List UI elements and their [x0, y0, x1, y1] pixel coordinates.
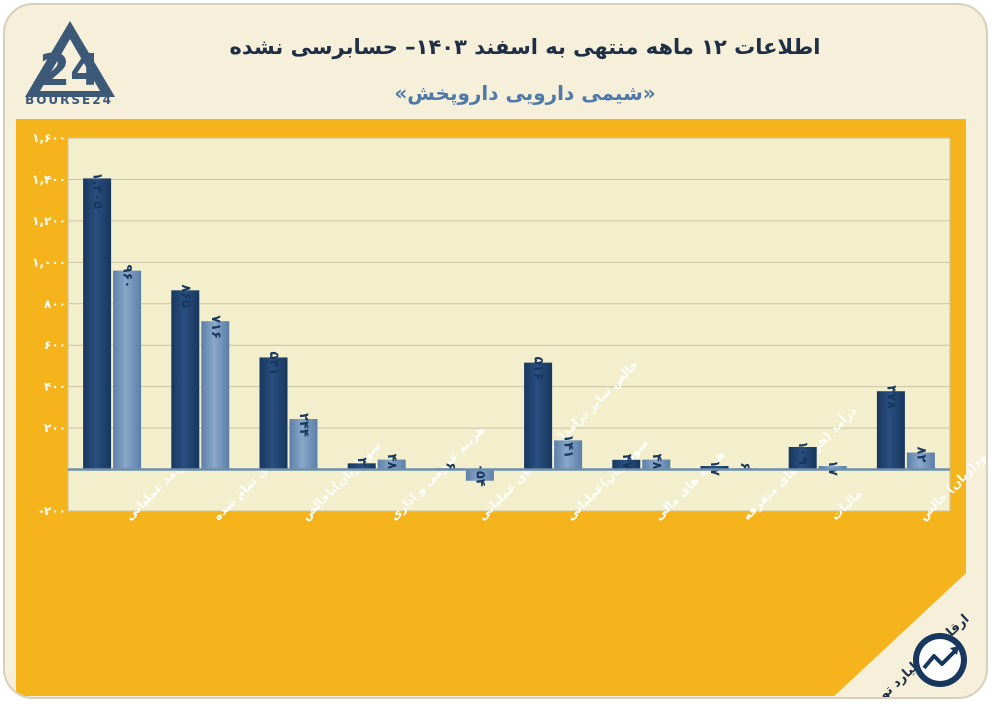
bourse24-logo-icon: 24	[25, 21, 115, 97]
data-label: ۱۷	[707, 460, 722, 476]
bar-series-1	[83, 178, 112, 470]
data-label: ۴۸	[649, 454, 664, 470]
bar-series-2	[818, 466, 847, 470]
y-tick-label: ۱,۰۰۰	[32, 255, 66, 269]
bar-series-2	[906, 452, 935, 470]
data-label: ۸۲	[913, 447, 928, 463]
bar-series-2	[201, 321, 230, 470]
data-label: ۴۷	[619, 454, 634, 470]
logo-text: BOURSE24	[25, 93, 113, 107]
growth-chart-icon	[913, 633, 967, 687]
bar-series-1	[259, 357, 288, 470]
bar-series-1	[788, 446, 817, 470]
logo-mark: 24	[39, 45, 100, 96]
plot-area	[67, 137, 951, 512]
units-note: ارقام به میلیارد تومان	[833, 560, 980, 697]
y-tick-label: ۲۰۰	[44, 421, 66, 435]
bar-series-2	[377, 459, 406, 470]
bar-series-1	[347, 463, 376, 470]
y-tick-label: ۴۰۰	[44, 380, 66, 394]
data-label: ۵۱۶	[531, 357, 546, 381]
data-label: ۱۴۱	[561, 434, 576, 458]
data-label: ۷۱۶	[208, 315, 223, 339]
bar-series-2	[289, 418, 318, 470]
y-tick-label: ۱,۶۰۰	[32, 131, 66, 145]
data-label: ۸۶۵	[178, 284, 193, 308]
data-label: ۲۴۴	[296, 413, 311, 437]
data-label: ۹۶۰	[120, 265, 135, 289]
data-label: ۵۴۱	[266, 351, 281, 375]
bar-series-1	[612, 459, 641, 470]
chart-title: اطلاعات ۱۲ ماهه منتهی به اسفند ۱۴۰۳– حسا…	[229, 35, 821, 59]
data-label: ۶	[737, 462, 752, 470]
y-tick-label: ۸۰۰	[44, 297, 66, 311]
data-label: ۴۸	[384, 454, 399, 470]
bar-chart: ۱,۶۰۰ ۱,۴۰۰ ۱,۲۰۰ ۱,۰۰۰ ۸۰۰ ۶۰۰ ۴۰۰ ۲۰۰ -۲۰۰ ۱,۴۰…	[32, 131, 986, 524]
y-tick-label: ۱,۲۰۰	[32, 214, 66, 228]
data-label: ۱,۴۰۵	[90, 172, 105, 209]
y-tick-label: ۶۰۰	[44, 338, 66, 352]
bar-series-1	[700, 466, 729, 470]
data-label: ۳۷۸	[883, 385, 898, 409]
y-tick-label: -۲۰۰	[39, 504, 66, 518]
bar-series-2	[113, 270, 142, 470]
bar-series-1	[524, 362, 553, 470]
bar-series-2	[465, 469, 494, 481]
chart-subtitle: «شیمی دارویی داروپخش»	[394, 81, 656, 105]
data-label: ۱۷	[825, 460, 840, 476]
data-label: ۶	[442, 462, 457, 470]
bar-series-2	[642, 459, 671, 470]
bar-series-1	[171, 290, 200, 470]
data-label: -۵۴	[472, 465, 487, 486]
y-tick-label: ۱,۴۰۰	[32, 172, 66, 186]
data-label: ۱۰۹	[795, 441, 810, 465]
bar-series-1	[876, 391, 905, 470]
data-label: ۳۰	[354, 457, 369, 473]
bar-series-2	[554, 440, 583, 470]
infographic-frame: ۱,۶۰۰ ۱,۴۰۰ ۱,۲۰۰ ۱,۰۰۰ ۸۰۰ ۶۰۰ ۴۰۰ ۲۰۰ -۲۰۰ ۱,۴۰…	[3, 3, 988, 699]
